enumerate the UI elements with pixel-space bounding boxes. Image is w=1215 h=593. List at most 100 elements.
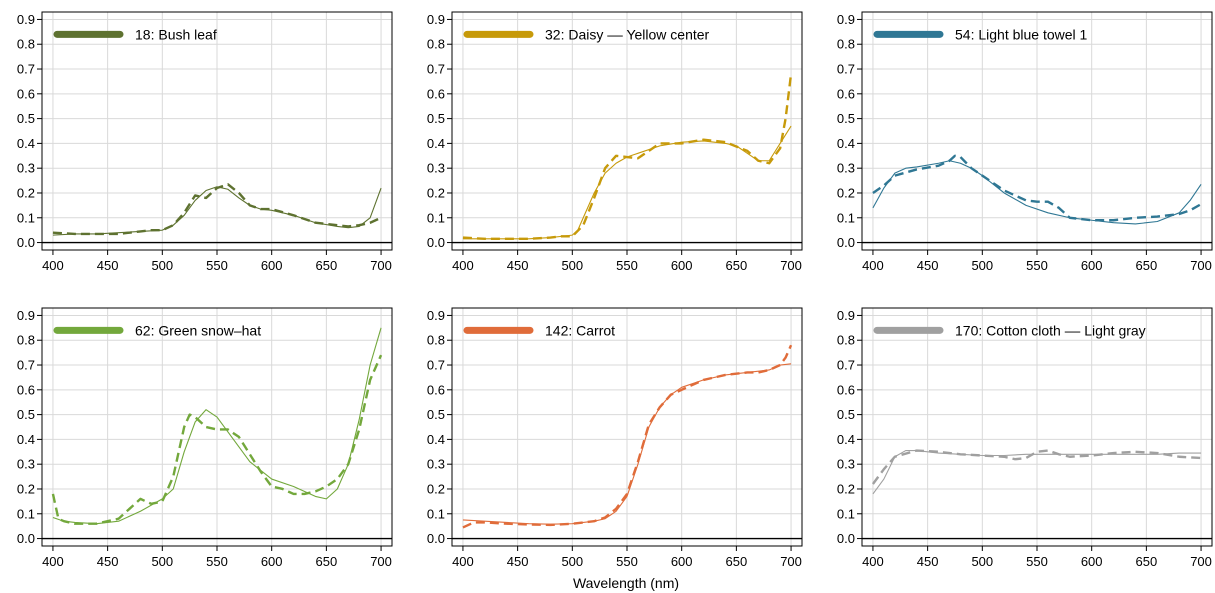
y-tick-label: 0.1 [837, 210, 855, 225]
y-tick-label: 0.5 [837, 111, 855, 126]
chart-panel-5: 400 450 500 550 600 650 700 0.0 0.1 0.2 0.3 0.4 0.5 0… [427, 307, 803, 569]
x-tick-label: 700 [780, 554, 802, 569]
x-tick-label: 450 [97, 554, 119, 569]
y-tick-label: 0.3 [427, 161, 445, 176]
y-tick-label: 0.2 [427, 185, 445, 200]
x-tick-label: 700 [1190, 258, 1212, 273]
series-line-solid [872, 160, 1202, 225]
x-tick-label: 700 [370, 258, 392, 273]
series-line-dashed [51, 354, 383, 525]
y-tick-label: 0.6 [837, 382, 855, 397]
chart-panel-6: 400 450 500 550 600 650 700 0.0 0.1 0.2 0.3 0.4 0.5 0… [837, 307, 1213, 569]
x-tick-label: 550 [1026, 258, 1048, 273]
y-tick-label: 0.4 [17, 136, 35, 151]
x-tick-label: 700 [370, 554, 392, 569]
x-axis-label: Wavelength (nm) [573, 575, 679, 591]
x-tick-label: 500 [561, 554, 583, 569]
series-line-dashed [871, 449, 1202, 485]
y-tick-label: 0.4 [837, 136, 855, 151]
y-tick-label: 0.2 [17, 481, 35, 496]
y-tick-label: 0.5 [837, 407, 855, 422]
legend-label: 18: Bush leaf [135, 26, 217, 42]
y-tick-label: 0.7 [427, 62, 445, 77]
y-tick-label: 0.6 [427, 382, 445, 397]
y-tick-label: 0.3 [17, 161, 35, 176]
y-tick-label: 0.7 [837, 62, 855, 77]
y-tick-label: 0.2 [17, 185, 35, 200]
x-tick-label: 500 [561, 258, 583, 273]
series-line-solid [52, 186, 382, 236]
y-tick-label: 0.8 [837, 333, 855, 348]
x-tick-label: 700 [1190, 554, 1212, 569]
y-tick-label: 0.2 [837, 185, 855, 200]
y-tick-label: 0.4 [427, 136, 445, 151]
y-tick-label: 0.3 [837, 457, 855, 472]
series-line-dashed [52, 183, 382, 236]
y-tick-label: 0.9 [837, 308, 855, 323]
series-line-dashed [462, 73, 793, 241]
x-tick-label: 550 [206, 258, 228, 273]
chart-panel-3: 400 450 500 550 600 650 700 0.0 0.1 0.2 0.3 0.4 0.5 0… [837, 11, 1213, 273]
series-line-solid [872, 450, 1202, 495]
x-tick-label: 400 [452, 258, 474, 273]
x-tick-label: 500 [971, 554, 993, 569]
x-tick-label: 500 [151, 258, 173, 273]
y-tick-label: 0.4 [427, 432, 445, 447]
y-tick-label: 0.6 [17, 86, 35, 101]
x-tick-label: 600 [261, 258, 283, 273]
legend-label: 142: Carrot [545, 322, 615, 338]
y-tick-label: 0.0 [837, 531, 855, 546]
y-tick-label: 0.7 [17, 62, 35, 77]
y-tick-label: 0.7 [427, 358, 445, 373]
y-tick-label: 0.6 [17, 382, 35, 397]
x-tick-label: 600 [1081, 554, 1103, 569]
series-line-solid [462, 125, 792, 240]
y-tick-label: 0.1 [17, 506, 35, 521]
y-tick-label: 0.0 [427, 531, 445, 546]
x-tick-label: 550 [1026, 554, 1048, 569]
y-tick-label: 0.8 [427, 333, 445, 348]
x-tick-label: 600 [671, 258, 693, 273]
x-tick-label: 400 [452, 554, 474, 569]
y-tick-label: 0.3 [17, 457, 35, 472]
y-tick-label: 0.4 [837, 432, 855, 447]
y-tick-label: 0.3 [837, 161, 855, 176]
x-tick-label: 600 [261, 554, 283, 569]
x-tick-label: 600 [1081, 258, 1103, 273]
y-tick-label: 0.8 [17, 37, 35, 52]
x-tick-label: 500 [151, 554, 173, 569]
x-tick-label: 400 [862, 554, 884, 569]
x-tick-label: 500 [971, 258, 993, 273]
y-tick-label: 0.9 [17, 308, 35, 323]
series-line-solid [52, 327, 382, 525]
x-tick-label: 450 [507, 554, 529, 569]
x-tick-label: 650 [1136, 554, 1158, 569]
y-tick-label: 0.5 [17, 111, 35, 126]
y-tick-label: 0.2 [427, 481, 445, 496]
y-tick-label: 0.2 [837, 481, 855, 496]
y-tick-label: 0.9 [427, 308, 445, 323]
y-tick-label: 0.9 [17, 12, 35, 27]
y-tick-label: 0.8 [837, 37, 855, 52]
y-tick-label: 0.8 [17, 333, 35, 348]
legend-label: 32: Daisy –– Yellow center [545, 26, 710, 42]
x-tick-label: 550 [616, 258, 638, 273]
legend-label: 170: Cotton cloth –– Light gray [955, 322, 1146, 338]
legend-label: 62: Green snow–hat [135, 322, 261, 338]
y-tick-label: 0.1 [427, 506, 445, 521]
x-tick-label: 450 [507, 258, 529, 273]
y-tick-label: 0.7 [17, 358, 35, 373]
x-tick-label: 450 [917, 554, 939, 569]
y-tick-label: 0.5 [17, 407, 35, 422]
x-tick-label: 400 [862, 258, 884, 273]
series-line-dashed [462, 344, 793, 529]
y-tick-label: 0.3 [427, 457, 445, 472]
x-tick-label: 650 [316, 554, 338, 569]
x-tick-label: 450 [97, 258, 119, 273]
x-tick-label: 700 [780, 258, 802, 273]
y-tick-label: 0.4 [17, 432, 35, 447]
y-tick-label: 0.8 [427, 37, 445, 52]
y-tick-label: 0.9 [427, 12, 445, 27]
y-tick-label: 0.0 [427, 235, 445, 250]
